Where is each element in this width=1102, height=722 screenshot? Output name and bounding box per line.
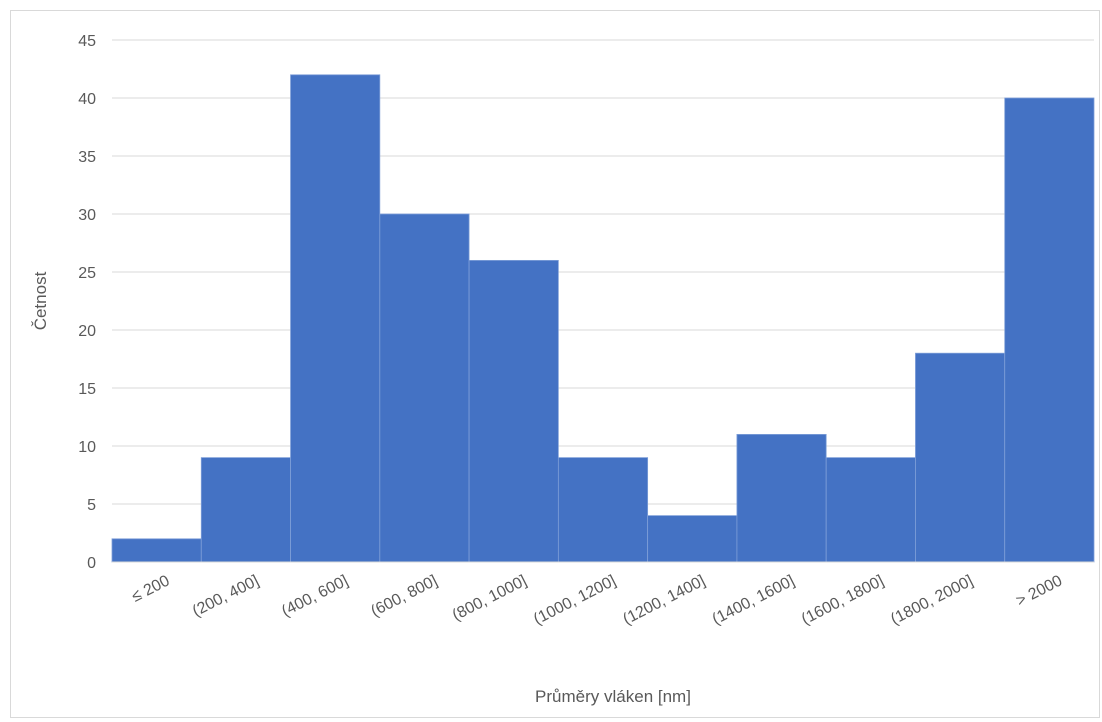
bar: [290, 74, 381, 563]
y-tick-label: 45: [78, 33, 96, 50]
y-tick-label: 35: [78, 149, 96, 166]
bar: [557, 457, 649, 563]
x-tick-label: (1800, 2000]: [888, 572, 976, 628]
bar: [468, 259, 559, 563]
y-tick-label: 25: [78, 265, 96, 282]
y-axis-ticks: 0 5 10 15 20 25 30 35 40 45: [78, 33, 96, 572]
x-tick-label: > 2000: [1013, 572, 1065, 610]
x-axis-ticks: ≤ 200 (200, 400] (400, 600] (600, 800] (800,…: [129, 572, 1065, 628]
x-tick-label: (1400, 1600]: [710, 572, 798, 628]
x-tick-label: (1600, 1800]: [799, 572, 887, 628]
y-tick-label: 30: [78, 207, 96, 224]
x-tick-label: (400, 600]: [279, 572, 351, 620]
bar: [825, 457, 916, 563]
bar: [915, 352, 1006, 563]
x-axis-title: Průměry vláken [nm]: [535, 687, 691, 706]
bar: [200, 457, 291, 563]
y-tick-label: 5: [87, 497, 96, 514]
x-tick-label: (600, 800]: [368, 572, 440, 620]
y-tick-label: 15: [78, 381, 96, 398]
x-tick-label: (800, 1000]: [450, 572, 530, 624]
y-tick-label: 40: [78, 91, 96, 108]
y-tick-label: 20: [78, 323, 96, 340]
x-tick-label: (1000, 1200]: [531, 572, 619, 628]
bars: [111, 74, 1095, 563]
bar: [736, 433, 827, 563]
bar: [1004, 97, 1095, 563]
y-tick-label: 0: [87, 555, 96, 572]
bar: [379, 213, 470, 563]
bar: [111, 538, 202, 563]
y-tick-label: 10: [78, 439, 96, 456]
x-tick-label: ≤ 200: [129, 572, 172, 605]
x-tick-label: (200, 400]: [190, 572, 262, 620]
x-tick-label: (1200, 1400]: [620, 572, 708, 628]
y-axis-title: Četnost: [31, 271, 50, 330]
bar: [647, 515, 738, 563]
